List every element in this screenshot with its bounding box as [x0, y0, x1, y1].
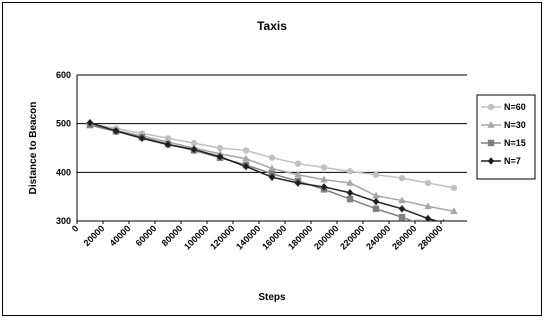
- legend-label: N=30: [504, 120, 526, 130]
- data-point-n7: [372, 197, 380, 206]
- data-point-n60: [372, 171, 380, 178]
- data-point-n15: [414, 219, 421, 221]
- data-point-n7: [398, 205, 406, 213]
- y-axis-label: Distance to Beacon: [28, 102, 39, 195]
- legend-marker: [487, 121, 495, 128]
- y-tick-label: 300: [56, 216, 71, 226]
- data-point-n7: [242, 162, 250, 171]
- data-point-n30: [294, 170, 302, 178]
- legend-marker: [487, 139, 495, 147]
- data-point-n30: [242, 154, 250, 162]
- legend-label: N=15: [504, 138, 526, 148]
- data-point-n60: [268, 154, 276, 161]
- data-point-n30: [346, 179, 354, 186]
- data-point-n60: [294, 160, 302, 167]
- x-tick-label: 60000: [134, 223, 159, 248]
- plot-area: [86, 118, 458, 221]
- data-point-n15: [398, 213, 406, 221]
- data-point-n7: [320, 183, 328, 191]
- y-tick-label: 400: [56, 167, 71, 177]
- data-point-n7: [164, 140, 172, 149]
- x-tick-label: 100000: [182, 223, 210, 251]
- data-point-n30: [424, 202, 432, 210]
- x-tick-label: 0: [70, 223, 81, 234]
- legend-marker: [487, 103, 495, 111]
- x-tick-label: 160000: [260, 223, 288, 251]
- x-tick-label: 260000: [390, 223, 418, 251]
- x-tick-label: 180000: [286, 223, 314, 251]
- legend-box: [476, 94, 536, 180]
- data-point-n30: [320, 175, 328, 183]
- data-point-n15: [346, 195, 354, 203]
- x-tick-label: 240000: [364, 223, 392, 251]
- x-tick-label: 80000: [160, 223, 185, 248]
- data-point-n7: [268, 173, 276, 181]
- legend-label: N=7: [504, 156, 521, 166]
- legend-marker: [487, 157, 495, 165]
- data-point-n7: [86, 118, 94, 127]
- data-point-n7: [112, 127, 120, 135]
- legend-label: N=60: [504, 102, 526, 112]
- data-point-n7: [424, 214, 432, 221]
- data-point-n60: [320, 164, 328, 171]
- y-tick-label: 500: [56, 119, 71, 129]
- data-point-n7: [294, 179, 302, 187]
- x-tick-label: 220000: [338, 223, 366, 251]
- data-point-n7: [442, 219, 446, 221]
- x-tick-label: 200000: [312, 223, 340, 251]
- data-point-n30: [268, 164, 276, 172]
- x-tick-label: 20000: [82, 223, 107, 248]
- data-point-n60: [398, 174, 406, 182]
- series-line-n15: [89, 124, 415, 221]
- data-point-n60: [242, 147, 250, 154]
- data-point-n60: [190, 139, 198, 147]
- data-point-n7: [216, 152, 224, 161]
- data-point-n60: [216, 144, 224, 152]
- x-axis-label: Steps: [258, 292, 286, 303]
- data-point-n7: [346, 188, 354, 197]
- data-point-n30: [372, 191, 380, 199]
- data-point-n60: [346, 168, 354, 175]
- chart-title: Taxis: [257, 19, 287, 33]
- x-tick-label: 140000: [234, 223, 262, 251]
- data-point-n60: [424, 179, 432, 187]
- data-point-n60: [450, 184, 458, 192]
- data-point-n30: [398, 196, 406, 204]
- x-tick-label: 40000: [108, 223, 133, 248]
- data-point-n7: [138, 134, 146, 143]
- x-tick-label: 280000: [416, 223, 444, 251]
- data-point-n30: [450, 207, 458, 214]
- x-tick-label: 120000: [208, 223, 236, 251]
- data-point-n7: [190, 145, 198, 154]
- data-point-n15: [372, 205, 380, 213]
- y-tick-label: 600: [56, 70, 71, 80]
